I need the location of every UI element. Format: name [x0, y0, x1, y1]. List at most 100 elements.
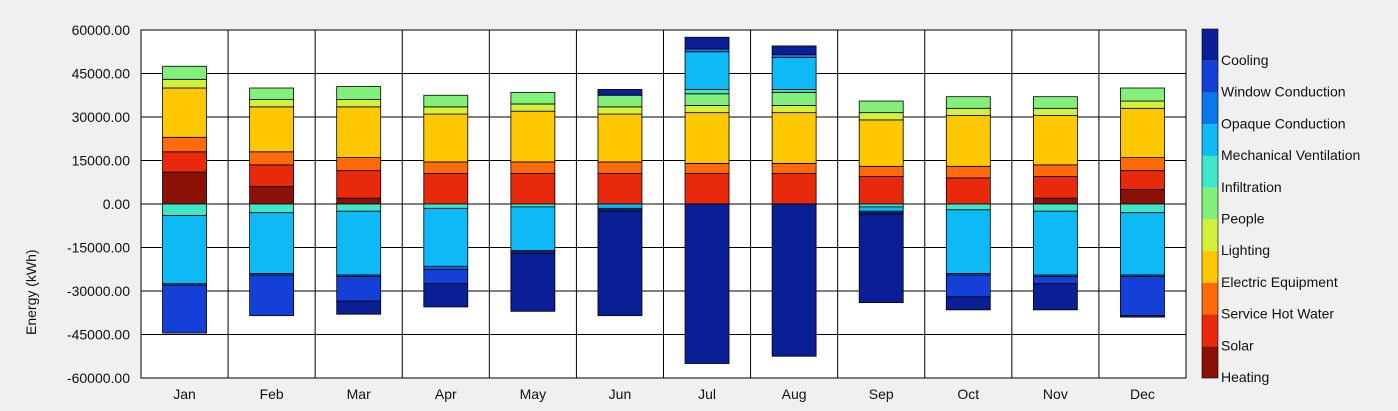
- bar-segment: [249, 203, 295, 214]
- x-tick-label: Aug: [782, 386, 807, 402]
- bar-segment: [945, 165, 991, 179]
- bar-segment: [423, 265, 469, 270]
- bar-segment: [858, 112, 904, 121]
- bar-segment: [1032, 197, 1078, 205]
- y-tick-label: -15000.00: [67, 240, 130, 256]
- y-tick-label: 0.00: [103, 196, 130, 212]
- bar-segment: [684, 93, 730, 106]
- bar-segment: [162, 136, 207, 153]
- bar-segment: [1032, 107, 1078, 116]
- bar-segment: [945, 107, 991, 116]
- bar-segment: [162, 78, 207, 89]
- bar-segment: [1032, 203, 1078, 212]
- bar-segment: [423, 203, 469, 209]
- bar-segment: [423, 283, 469, 308]
- legend-swatch: [1202, 187, 1218, 220]
- bar-segment: [771, 45, 817, 56]
- bar-segment: [162, 171, 207, 205]
- legend-label: Lighting: [1221, 242, 1270, 258]
- bar-segment: [684, 51, 730, 90]
- legend-label: Heating: [1221, 369, 1269, 385]
- bar-segment: [423, 173, 469, 205]
- x-tick-label: Oct: [957, 386, 979, 402]
- bar-segment: [336, 170, 382, 199]
- bar-segment: [1120, 87, 1165, 102]
- bar-segment: [336, 300, 382, 315]
- bar-segment: [771, 54, 817, 58]
- bar-segment: [1120, 100, 1165, 109]
- x-tick-label: Jul: [698, 386, 716, 402]
- x-tick-label: May: [520, 386, 546, 402]
- bar-segment: [162, 65, 207, 80]
- bar-segment: [249, 99, 295, 108]
- bar-segment: [684, 173, 730, 205]
- bar-segment: [1120, 203, 1165, 214]
- bar-segment: [684, 105, 730, 114]
- bar-segment: [1120, 157, 1165, 172]
- bar-segment: [510, 110, 556, 163]
- bar-segment: [249, 106, 295, 153]
- y-axis-label: Energy (kWh): [23, 249, 39, 335]
- legend-label: Cooling: [1221, 52, 1268, 68]
- legend-swatch: [1202, 124, 1218, 156]
- bar-segment: [684, 89, 730, 95]
- legend-strip-border: [1201, 28, 1219, 379]
- bar-segment: [771, 105, 817, 114]
- bar-segment: [423, 207, 469, 267]
- bar-segment: [597, 203, 643, 209]
- bar-segment: [945, 115, 991, 167]
- bar-segment: [162, 151, 207, 173]
- legend-swatch: [1202, 29, 1218, 61]
- y-tick-label: 30000.00: [72, 109, 131, 125]
- legend-label: Solar: [1221, 337, 1254, 353]
- bar-segment: [249, 274, 295, 317]
- bar-segment: [858, 100, 904, 114]
- bar-segment: [510, 91, 556, 105]
- bar-segment: [771, 173, 817, 205]
- bar-segment: [945, 177, 991, 205]
- bar-segment: [249, 151, 295, 166]
- legend-swatch: [1202, 60, 1218, 93]
- bar-segment: [162, 215, 207, 285]
- bar-segment: [249, 212, 295, 274]
- bar-segment: [1120, 170, 1165, 190]
- bar-segment: [1032, 176, 1078, 199]
- bar-segment: [945, 209, 991, 275]
- bar-segment: [771, 162, 817, 174]
- x-tick-label: Jun: [609, 386, 632, 402]
- bar-segment: [423, 113, 469, 163]
- bar-segment: [771, 89, 817, 93]
- bar-segment: [336, 203, 382, 212]
- bar-segment: [1032, 283, 1078, 311]
- y-tick-label: 60000.00: [72, 22, 131, 38]
- bar-segment: [945, 274, 991, 298]
- bar-segment: [510, 161, 556, 174]
- legend-swatch: [1202, 314, 1218, 347]
- plot-border: [140, 29, 1187, 379]
- bar-segment: [858, 213, 904, 303]
- bar-segment: [858, 119, 904, 167]
- bar-segment: [597, 173, 643, 205]
- x-tick-label: Nov: [1043, 386, 1068, 402]
- bar-segment: [510, 206, 556, 251]
- bar-segment: [684, 48, 730, 53]
- bar-segment: [597, 113, 643, 163]
- y-tick-label: 15000.00: [72, 153, 131, 169]
- bar-segment: [162, 284, 207, 334]
- bar-segment: [858, 165, 904, 177]
- bar-segment: [336, 197, 382, 205]
- bar-segment: [423, 106, 469, 115]
- bar-segment: [1032, 276, 1078, 285]
- bar-segment: [1120, 107, 1165, 159]
- legend-label: Opaque Conduction: [1221, 115, 1346, 131]
- legend-swatch: [1202, 251, 1218, 283]
- legend-label: Electric Equipment: [1221, 274, 1338, 290]
- legend-label: People: [1221, 211, 1265, 227]
- bar-segment: [1032, 210, 1078, 276]
- bar-segment: [510, 173, 556, 205]
- x-tick-label: Mar: [347, 386, 371, 402]
- bar-segment: [423, 268, 469, 285]
- bar-segment: [510, 103, 556, 112]
- bar-segment: [771, 57, 817, 90]
